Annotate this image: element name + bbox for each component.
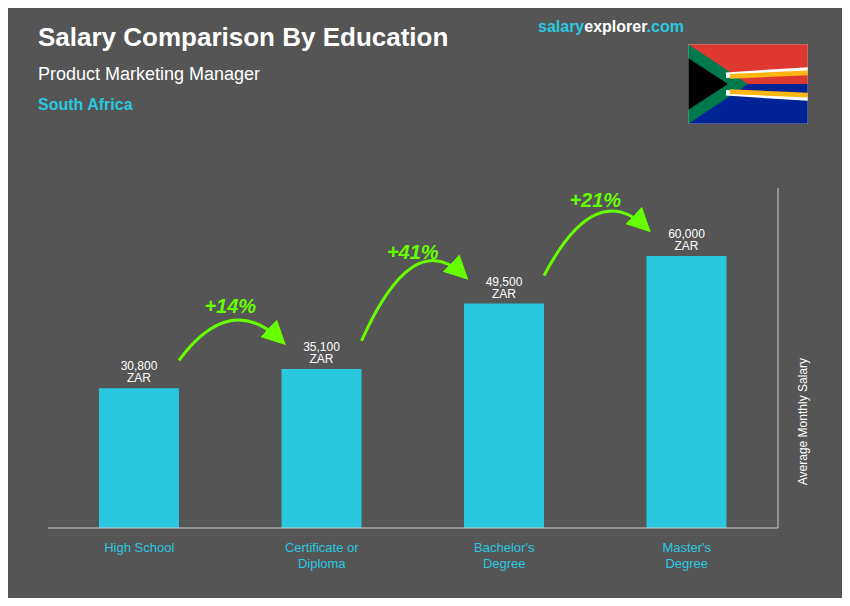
html-text:salary explorer.com: salary explorer.com [538,18,684,35]
html-text:Salary Comparison By Education: Salary Comparison By Education [38,22,449,52]
html-text:South Africa: South Africa [38,96,133,113]
svg-text:+14%: +14% [204,295,256,317]
svg-text:30,800ZAR: 30,800ZAR [121,359,158,385]
svg-text:Master'sDegree: Master'sDegree [662,540,711,571]
svg-text:49,500ZAR: 49,500ZAR [486,275,523,301]
svg-text:35,100ZAR: 35,100ZAR [303,340,340,366]
svg-text:High School: High School [104,540,174,555]
svg-text:Bachelor'sDegree: Bachelor'sDegree [474,540,535,571]
svg-text:+21%: +21% [569,189,621,211]
svg-text:+41%: +41% [387,241,439,263]
svg-text:Average Monthly Salary: Average Monthly Salary [796,358,810,485]
svg-text:Certificate orDiploma: Certificate orDiploma [285,540,359,571]
svg-text:60,000ZAR: 60,000ZAR [668,227,705,253]
html-text:Product Marketing Manager: Product Marketing Manager [38,64,261,84]
